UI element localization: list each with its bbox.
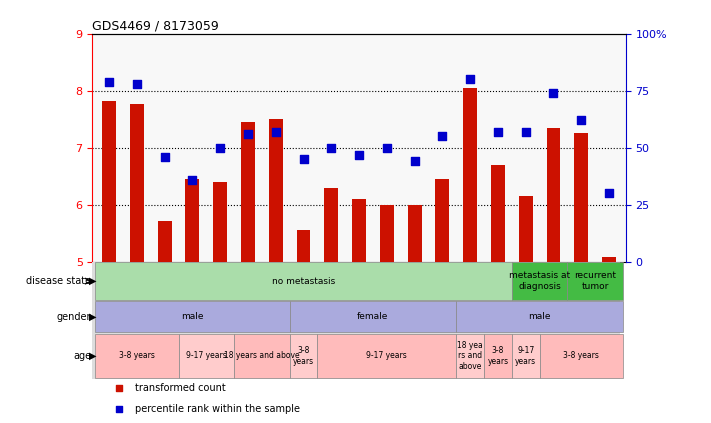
Text: 3-8 years: 3-8 years: [119, 352, 155, 360]
Point: [464, 76, 476, 83]
Text: male: male: [528, 312, 551, 321]
Point: [437, 133, 448, 140]
Text: 18 years and above: 18 years and above: [224, 352, 299, 360]
Text: recurrent
tumor: recurrent tumor: [574, 272, 616, 291]
Point: [187, 176, 198, 183]
FancyBboxPatch shape: [456, 301, 623, 332]
Text: ▶: ▶: [90, 351, 97, 361]
FancyBboxPatch shape: [317, 334, 456, 378]
Text: gender: gender: [57, 312, 91, 322]
Point: [326, 144, 337, 151]
Text: age: age: [73, 351, 91, 361]
Text: 18 yea
rs and
above: 18 yea rs and above: [457, 341, 483, 371]
FancyBboxPatch shape: [456, 334, 484, 378]
FancyBboxPatch shape: [178, 334, 234, 378]
Point: [103, 78, 114, 85]
Text: 9-17 years: 9-17 years: [186, 352, 227, 360]
Bar: [602, 257, 616, 261]
FancyBboxPatch shape: [289, 301, 456, 332]
Point: [131, 80, 142, 87]
Point: [575, 117, 587, 124]
FancyBboxPatch shape: [95, 334, 178, 378]
Bar: [102, 101, 116, 261]
Bar: [574, 134, 588, 261]
Point: [381, 144, 392, 151]
FancyBboxPatch shape: [92, 333, 620, 379]
Point: [215, 144, 226, 151]
Point: [409, 158, 420, 165]
Bar: [380, 205, 394, 261]
Bar: [352, 199, 366, 261]
Point: [270, 128, 282, 135]
Bar: [435, 179, 449, 261]
Bar: [463, 88, 477, 261]
Bar: [158, 220, 171, 261]
FancyBboxPatch shape: [95, 262, 512, 300]
Text: percentile rank within the sample: percentile rank within the sample: [135, 404, 300, 414]
FancyBboxPatch shape: [512, 262, 567, 300]
Bar: [269, 119, 283, 261]
Text: 3-8
years: 3-8 years: [487, 346, 508, 365]
FancyBboxPatch shape: [540, 334, 623, 378]
Text: transformed count: transformed count: [135, 383, 226, 393]
Point: [114, 385, 125, 391]
Point: [492, 128, 503, 135]
Bar: [296, 230, 311, 261]
Text: 9-17 years: 9-17 years: [366, 352, 407, 360]
Point: [242, 131, 254, 137]
Bar: [324, 187, 338, 261]
Bar: [186, 179, 199, 261]
Text: disease state: disease state: [26, 276, 91, 286]
FancyBboxPatch shape: [234, 334, 289, 378]
FancyBboxPatch shape: [95, 301, 289, 332]
FancyBboxPatch shape: [92, 261, 620, 301]
FancyBboxPatch shape: [567, 262, 623, 300]
Text: ▶: ▶: [90, 312, 97, 322]
Text: 3-8 years: 3-8 years: [563, 352, 599, 360]
Text: 3-8
years: 3-8 years: [293, 346, 314, 365]
Text: 9-17
years: 9-17 years: [515, 346, 536, 365]
Bar: [407, 205, 422, 261]
Text: male: male: [181, 312, 203, 321]
Point: [520, 128, 531, 135]
Point: [298, 156, 309, 162]
Text: metastasis at
diagnosis: metastasis at diagnosis: [509, 272, 570, 291]
FancyBboxPatch shape: [92, 301, 620, 333]
FancyBboxPatch shape: [484, 334, 512, 378]
Point: [547, 90, 559, 96]
Point: [353, 151, 365, 158]
Point: [159, 154, 171, 160]
Text: ▶: ▶: [90, 276, 97, 286]
Bar: [130, 104, 144, 261]
Text: no metastasis: no metastasis: [272, 277, 335, 286]
FancyBboxPatch shape: [512, 334, 540, 378]
Bar: [491, 165, 505, 261]
Point: [114, 406, 125, 412]
Bar: [547, 128, 560, 261]
Point: [604, 190, 615, 197]
Bar: [213, 182, 227, 261]
Bar: [241, 122, 255, 261]
Bar: [519, 196, 533, 261]
FancyBboxPatch shape: [289, 334, 317, 378]
Text: GDS4469 / 8173059: GDS4469 / 8173059: [92, 20, 219, 33]
Text: female: female: [357, 312, 389, 321]
